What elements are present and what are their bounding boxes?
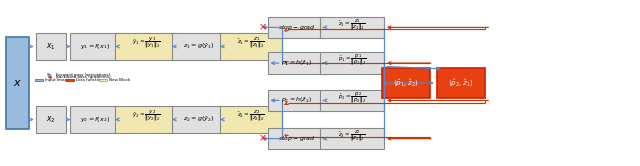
FancyBboxPatch shape — [115, 33, 177, 60]
FancyBboxPatch shape — [268, 52, 326, 74]
Text: $x$: $x$ — [13, 78, 22, 88]
Text: $p_1=h(\hat{z}_1)$: $p_1=h(\hat{z}_1)$ — [282, 58, 312, 68]
Text: $y_1=f(x_1)$: $y_1=f(x_1)$ — [79, 42, 110, 51]
Text: $\hat{y}_2 = \dfrac{y_2}{\|y_2\|_2}$: $\hat{y}_2 = \dfrac{y_2}{\|y_2\|_2}$ — [131, 108, 161, 123]
Text: Input Image: Input Image — [45, 78, 70, 82]
FancyBboxPatch shape — [6, 37, 29, 129]
Text: Loss function: Loss function — [76, 78, 103, 82]
Text: $\langle\hat{p}_2,\hat{z}_1\rangle$: $\langle\hat{p}_2,\hat{z}_1\rangle$ — [448, 77, 474, 89]
Text: Backward pass (gradients): Backward pass (gradients) — [56, 75, 111, 79]
Text: $p_2=h(\hat{z}_2)$: $p_2=h(\hat{z}_2)$ — [282, 96, 312, 105]
Text: $\hat{z}_1 = \dfrac{z_1}{\|z_1\|_2}$: $\hat{z}_1 = \dfrac{z_1}{\|z_1\|_2}$ — [339, 17, 365, 32]
FancyBboxPatch shape — [70, 106, 119, 133]
Text: $\hat{p}_1 = \dfrac{p_1}{\|p_1\|_2}$: $\hat{p}_1 = \dfrac{p_1}{\|p_1\|_2}$ — [338, 53, 366, 67]
FancyBboxPatch shape — [70, 33, 119, 60]
Text: $x_2$: $x_2$ — [46, 114, 56, 125]
FancyBboxPatch shape — [320, 17, 384, 38]
FancyBboxPatch shape — [35, 79, 43, 81]
Text: $x_1$: $x_1$ — [47, 41, 56, 52]
FancyBboxPatch shape — [320, 90, 384, 111]
Text: New Block: New Block — [109, 78, 131, 82]
FancyBboxPatch shape — [268, 128, 326, 149]
FancyBboxPatch shape — [437, 68, 485, 98]
FancyBboxPatch shape — [36, 33, 66, 60]
FancyBboxPatch shape — [172, 106, 225, 133]
Text: $\hat{z}_2 = \dfrac{z_2}{\|z_2\|_2}$: $\hat{z}_2 = \dfrac{z_2}{\|z_2\|_2}$ — [237, 108, 265, 123]
Text: $\times$: $\times$ — [258, 22, 267, 33]
FancyBboxPatch shape — [268, 90, 326, 111]
FancyBboxPatch shape — [383, 68, 430, 98]
FancyBboxPatch shape — [115, 106, 177, 133]
Text: $\hat{z}_2 = \dfrac{z_2}{\|z_2\|_2}$: $\hat{z}_2 = \dfrac{z_2}{\|z_2\|_2}$ — [339, 128, 365, 143]
FancyBboxPatch shape — [268, 17, 326, 38]
Text: $\hat{y}_1 = \dfrac{y_1}{\|y_1\|_2}$: $\hat{y}_1 = \dfrac{y_1}{\|y_1\|_2}$ — [131, 35, 161, 50]
FancyBboxPatch shape — [99, 79, 107, 81]
FancyBboxPatch shape — [172, 33, 225, 60]
Text: $stop-grad$: $stop-grad$ — [278, 134, 316, 143]
Text: $\hat{p}_2 = \dfrac{p_2}{\|p_2\|_2}$: $\hat{p}_2 = \dfrac{p_2}{\|p_2\|_2}$ — [338, 90, 366, 105]
FancyBboxPatch shape — [36, 106, 66, 133]
Text: $y_2=f(x_2)$: $y_2=f(x_2)$ — [79, 115, 110, 124]
Text: $\hat{z}_1 = \dfrac{z_1}{\|z_1\|_2}$: $\hat{z}_1 = \dfrac{z_1}{\|z_1\|_2}$ — [237, 35, 265, 50]
Text: $z_2=g(\hat{y}_2)$: $z_2=g(\hat{y}_2)$ — [182, 115, 214, 124]
FancyBboxPatch shape — [320, 128, 384, 149]
FancyBboxPatch shape — [220, 33, 282, 60]
Text: $\langle\hat{p}_1,\hat{z}_2\rangle$: $\langle\hat{p}_1,\hat{z}_2\rangle$ — [394, 77, 419, 89]
FancyBboxPatch shape — [220, 106, 282, 133]
Text: Forward pass (activations): Forward pass (activations) — [56, 73, 111, 77]
FancyBboxPatch shape — [320, 52, 384, 74]
Text: $stop-grad$: $stop-grad$ — [278, 23, 316, 32]
FancyBboxPatch shape — [66, 79, 74, 81]
Text: $\times$: $\times$ — [258, 133, 267, 144]
Text: $z_1=g(\hat{y}_1)$: $z_1=g(\hat{y}_1)$ — [182, 42, 214, 51]
